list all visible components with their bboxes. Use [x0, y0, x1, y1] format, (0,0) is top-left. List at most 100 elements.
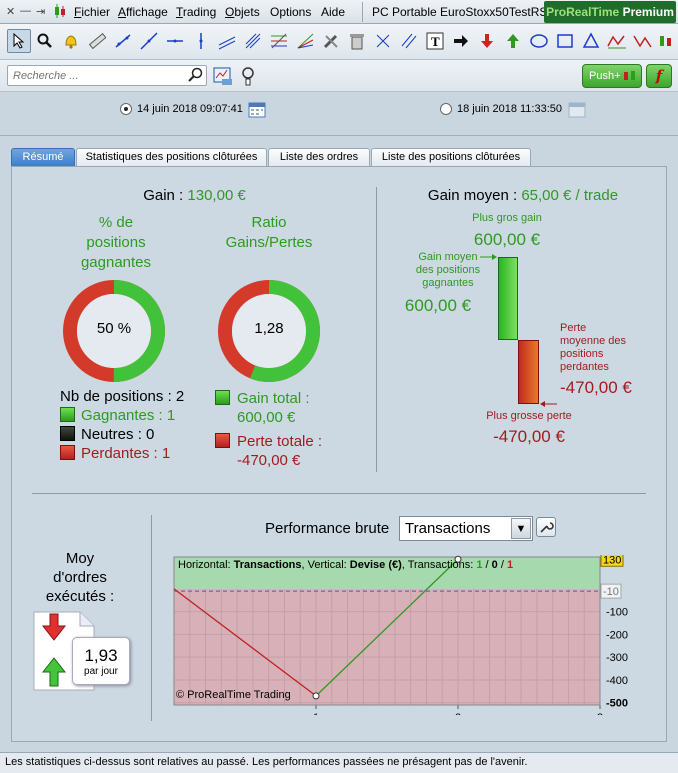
perte-totale: Perte totale : -470,00 € [215, 432, 322, 470]
start-date-radio[interactable] [120, 103, 132, 115]
performance-select-value: Transactions [405, 520, 491, 537]
minimize-window-icon[interactable]: — [20, 5, 31, 17]
dashed-level-label: -10 [603, 586, 619, 598]
menu-trading[interactable]: Trading [176, 5, 217, 19]
menu-bar: ✕ — ⇥ Fichier Affichage Trading Objets O… [0, 0, 678, 24]
line-icon[interactable] [137, 29, 161, 53]
menu-affichage[interactable]: Affichage [118, 5, 168, 19]
pct-winning-donut [63, 280, 165, 382]
data-point [312, 692, 320, 700]
arrow-right-green-icon [480, 254, 497, 260]
text-icon[interactable]: T [423, 29, 447, 53]
ellipse-icon[interactable] [527, 29, 551, 53]
perdantes-row: Perdantes : 1 [60, 445, 170, 462]
x-tick-label: 3 [597, 712, 603, 715]
triangle-icon[interactable] [579, 29, 603, 53]
menu-options[interactable]: Options [270, 5, 312, 19]
arrow-up-green-icon[interactable] [501, 29, 525, 53]
plot-border [173, 556, 601, 706]
gain-value: 130,00 € [187, 187, 246, 204]
vertical-separator [376, 187, 377, 472]
gain-moyen-positions-label: Gain moyen des positions gagnantes [415, 251, 481, 289]
parallel-lines-icon[interactable] [397, 29, 421, 53]
arrow-right-icon[interactable] [449, 29, 473, 53]
start-date-label: 14 juin 2018 09:07:41 [137, 103, 243, 115]
pct-win-ring [63, 280, 165, 382]
tab-liste-positions[interactable]: Liste des positions clôturées [371, 148, 531, 166]
tab-liste-ordres[interactable]: Liste des ordres [268, 148, 370, 166]
red-swatch [215, 433, 230, 448]
candlestick-tool-icon[interactable] [655, 29, 678, 53]
screener-icon[interactable] [212, 65, 234, 87]
perte-moyenne-label: Perte moyenne des positions perdantes [560, 322, 627, 373]
tools-icon[interactable] [319, 29, 343, 53]
y-tick-label: -500 [606, 698, 628, 710]
nb-positions: Nb de positions : 2 [60, 388, 185, 405]
date-range-row: 14 juin 2018 09:07:41 18 juin 2018 11:33… [0, 93, 678, 135]
arrow-down-red-icon[interactable] [475, 29, 499, 53]
performance-label: Performance brute [265, 520, 390, 537]
gain-moyen-positions-value: 600,00 € [404, 296, 472, 315]
gann-fan-icon[interactable] [293, 29, 317, 53]
brand-logo: ProRealTime Premium [544, 1, 676, 23]
y-tick-label: -200 [606, 629, 628, 641]
calendar-disabled-icon [568, 102, 586, 118]
plus-gros-gain-value: 600,00 € [473, 230, 541, 249]
horizontal-line-icon[interactable] [163, 29, 187, 53]
end-date-radio[interactable] [440, 103, 452, 115]
loss-bar [518, 340, 539, 404]
orders-title: Moy d'ordres exécutés : [45, 550, 115, 605]
red-swatch [60, 445, 75, 460]
menu-fichier[interactable]: Fichier [74, 5, 111, 19]
trash-icon[interactable] [345, 29, 369, 53]
chart-copyright: © ProRealTime Trading [176, 689, 291, 701]
pointer-icon[interactable] [7, 29, 31, 53]
close-window-icon[interactable]: ✕ [6, 6, 16, 18]
calendar-icon[interactable] [248, 100, 266, 118]
gain-moyen-header: Gain moyen : 65,00 € / trade [427, 187, 619, 204]
ratio-donut [218, 280, 320, 382]
y-tick-label: -400 [606, 675, 628, 687]
menu-aide[interactable]: Aide [321, 5, 346, 19]
ruler-icon[interactable] [85, 29, 109, 53]
segment-icon[interactable] [111, 29, 135, 53]
push-plus-button[interactable]: Push+ [582, 64, 642, 88]
menu-objets[interactable]: Objets [225, 5, 260, 19]
plus-grosse-perte-value: -470,00 € [493, 427, 565, 446]
ratio-value: 1,28 [254, 320, 284, 337]
formula-button[interactable]: f [646, 64, 672, 88]
tab-statistiques[interactable]: Statistiques des positions clôturées [76, 148, 267, 166]
candlestick-icon [55, 4, 65, 18]
neutres-row: Neutres : 0 [60, 426, 154, 443]
dashed-level-box [600, 583, 622, 599]
last-value-label: 130 [603, 555, 621, 566]
polyline-icon[interactable] [605, 29, 629, 53]
vertical-line-icon[interactable] [189, 29, 213, 53]
fibonacci-icon[interactable] [267, 29, 291, 53]
search-icon[interactable] [188, 67, 204, 83]
data-point [454, 555, 462, 563]
x-tick-label: 1 [313, 712, 319, 715]
svg-text:T: T [431, 34, 440, 49]
lose-zone [174, 588, 600, 705]
channel-icon[interactable] [215, 29, 239, 53]
chevron-down-icon[interactable]: ▼ [511, 518, 531, 539]
pct-center [77, 294, 151, 368]
drawing-toolbar: T [0, 24, 678, 60]
summary-panel: Gain : 130,00 € % de positions gagnantes R… [11, 166, 667, 742]
performance-select[interactable]: Transactions ▼ [399, 516, 533, 541]
tab-resume[interactable]: Résumé [11, 148, 75, 166]
wrench-button[interactable] [536, 517, 556, 537]
zigzag-icon[interactable] [631, 29, 655, 53]
cross-segment-icon[interactable] [371, 29, 395, 53]
performance-chart: -100 -200 -300 -400 -500 1 2 3 -10 130 Horizontal… [173, 555, 628, 715]
push-plus-label: Push+ [589, 70, 621, 82]
search-input[interactable] [7, 65, 207, 86]
zoom-icon[interactable] [33, 29, 57, 53]
win-zone [174, 557, 600, 589]
rectangle-icon[interactable] [553, 29, 577, 53]
alert-bell-icon[interactable] [59, 29, 83, 53]
andrews-pitchfork-icon[interactable] [241, 29, 265, 53]
keyboard-shortcut-icon[interactable] [238, 65, 260, 87]
detach-window-icon[interactable]: ⇥ [36, 6, 46, 18]
